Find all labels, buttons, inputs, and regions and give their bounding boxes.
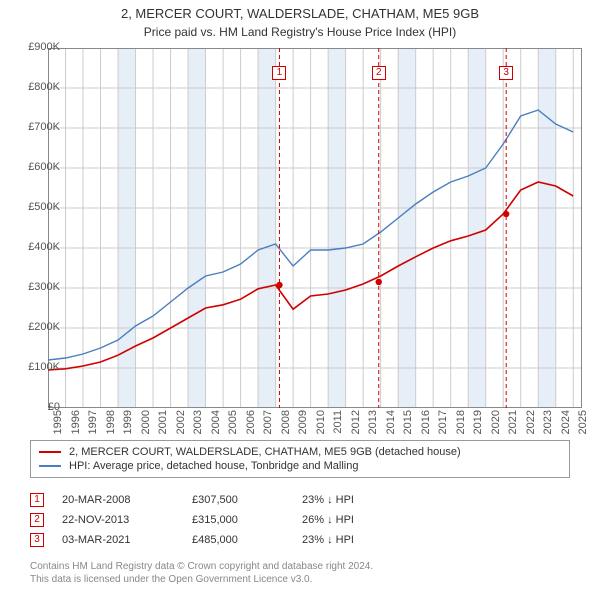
x-axis-label: 2005	[227, 410, 239, 440]
plot-area	[48, 48, 582, 408]
sale-price: £315,000	[192, 514, 302, 526]
sale-diff: 23% ↓ HPI	[302, 494, 412, 506]
x-axis-label: 2001	[157, 410, 169, 440]
sale-diff: 26% ↓ HPI	[302, 514, 412, 526]
table-row: 1 20-MAR-2008 £307,500 23% ↓ HPI	[30, 490, 570, 510]
y-axis-label: £300K	[14, 281, 60, 293]
x-axis-label: 2021	[507, 410, 519, 440]
y-axis-label: £100K	[14, 361, 60, 373]
table-row: 3 03-MAR-2021 £485,000 23% ↓ HPI	[30, 530, 570, 550]
chart-title: 2, MERCER COURT, WALDERSLADE, CHATHAM, M…	[0, 0, 600, 23]
x-axis-label: 1997	[87, 410, 99, 440]
sale-price: £485,000	[192, 534, 302, 546]
x-axis-label: 2024	[560, 410, 572, 440]
legend-row: HPI: Average price, detached house, Tonb…	[39, 459, 561, 473]
sale-marker-on-chart: 2	[372, 66, 386, 80]
legend-swatch	[39, 451, 61, 453]
y-axis-label: £800K	[14, 81, 60, 93]
x-axis-label: 2004	[210, 410, 222, 440]
x-axis-label: 2018	[455, 410, 467, 440]
x-axis-label: 2006	[245, 410, 257, 440]
legend-swatch	[39, 465, 61, 467]
x-axis-label: 1995	[52, 410, 64, 440]
x-axis-label: 2009	[297, 410, 309, 440]
sale-diff: 23% ↓ HPI	[302, 534, 412, 546]
x-axis-label: 2016	[420, 410, 432, 440]
sale-date: 22-NOV-2013	[62, 514, 192, 526]
x-axis-label: 2003	[192, 410, 204, 440]
x-axis-label: 2025	[577, 410, 589, 440]
legend-text: 2, MERCER COURT, WALDERSLADE, CHATHAM, M…	[69, 446, 461, 458]
legend-row: 2, MERCER COURT, WALDERSLADE, CHATHAM, M…	[39, 445, 561, 459]
x-axis-label: 2019	[472, 410, 484, 440]
x-axis-label: 2002	[175, 410, 187, 440]
footer-line: This data is licensed under the Open Gov…	[30, 573, 570, 586]
sale-date: 03-MAR-2021	[62, 534, 192, 546]
table-row: 2 22-NOV-2013 £315,000 26% ↓ HPI	[30, 510, 570, 530]
chart-subtitle: Price paid vs. HM Land Registry's House …	[0, 25, 600, 39]
sale-date: 20-MAR-2008	[62, 494, 192, 506]
x-axis-label: 2011	[332, 410, 344, 440]
x-axis-label: 1996	[70, 410, 82, 440]
legend-text: HPI: Average price, detached house, Tonb…	[69, 460, 358, 472]
x-axis-label: 2000	[140, 410, 152, 440]
x-axis-label: 2023	[542, 410, 554, 440]
y-axis-label: £700K	[14, 121, 60, 133]
sale-marker: 1	[30, 493, 44, 507]
x-axis-label: 2012	[350, 410, 362, 440]
sale-marker: 2	[30, 513, 44, 527]
legend: 2, MERCER COURT, WALDERSLADE, CHATHAM, M…	[30, 440, 570, 478]
y-axis-label: £900K	[14, 41, 60, 53]
y-axis-label: £400K	[14, 241, 60, 253]
y-axis-label: £600K	[14, 161, 60, 173]
sales-table: 1 20-MAR-2008 £307,500 23% ↓ HPI 2 22-NO…	[30, 490, 570, 550]
sale-marker-on-chart: 1	[272, 66, 286, 80]
x-axis-label: 2013	[367, 410, 379, 440]
y-axis-label: £200K	[14, 321, 60, 333]
sale-marker-on-chart: 3	[499, 66, 513, 80]
sale-price: £307,500	[192, 494, 302, 506]
x-axis-label: 2022	[525, 410, 537, 440]
x-axis-label: 2020	[490, 410, 502, 440]
x-axis-label: 2017	[437, 410, 449, 440]
chart-container: 2, MERCER COURT, WALDERSLADE, CHATHAM, M…	[0, 0, 600, 590]
x-axis-label: 1998	[105, 410, 117, 440]
x-axis-label: 2015	[402, 410, 414, 440]
x-axis-label: 2008	[280, 410, 292, 440]
x-axis-label: 2014	[385, 410, 397, 440]
y-axis-label: £500K	[14, 201, 60, 213]
x-axis-label: 2010	[315, 410, 327, 440]
x-axis-label: 1999	[122, 410, 134, 440]
footer: Contains HM Land Registry data © Crown c…	[30, 560, 570, 586]
footer-line: Contains HM Land Registry data © Crown c…	[30, 560, 570, 573]
x-axis-label: 2007	[262, 410, 274, 440]
sale-marker: 3	[30, 533, 44, 547]
